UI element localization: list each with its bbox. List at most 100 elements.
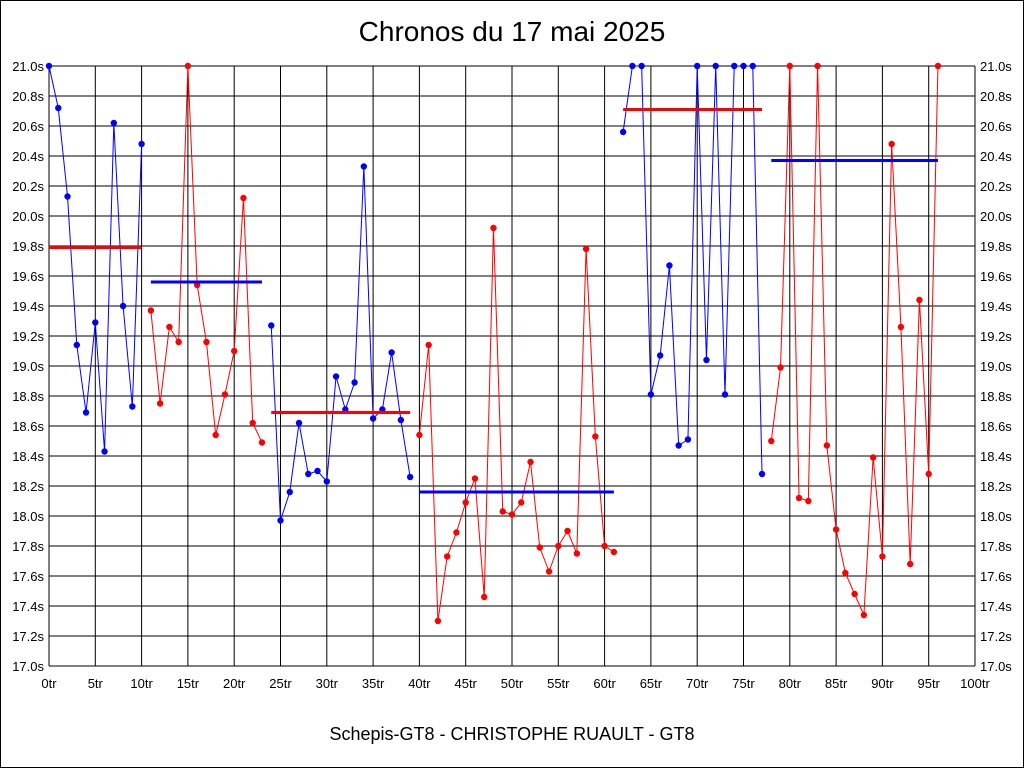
lap-point xyxy=(518,499,525,506)
y-tick-label-right: 18.0s xyxy=(980,509,1012,524)
y-tick-label-right: 17.0s xyxy=(980,659,1012,674)
lap-point xyxy=(684,436,692,443)
lap-point xyxy=(527,458,534,466)
lap-point xyxy=(675,442,682,449)
lap-point xyxy=(582,245,590,253)
lap-series-3 xyxy=(268,163,414,524)
x-tick-label: 60tr xyxy=(593,676,616,691)
lap-point xyxy=(629,62,636,70)
lap-point xyxy=(758,470,766,478)
lap-point xyxy=(619,128,627,136)
y-tick-label-left: 20.0s xyxy=(12,209,44,224)
lap-point xyxy=(184,62,192,70)
lap-point xyxy=(897,323,905,331)
lap-point xyxy=(138,140,145,148)
x-tick-label: 30tr xyxy=(316,676,339,691)
x-axis-tick-labels: 0tr 5tr 10tr 15tr 20tr 25tr 30tr 35tr 40tr 45tr 50… xyxy=(41,676,990,691)
lap-point xyxy=(129,403,136,410)
lap-point xyxy=(712,62,719,70)
lap-point xyxy=(823,442,831,449)
x-tick-label: 70tr xyxy=(686,676,709,691)
lap-point xyxy=(499,508,506,515)
y-tick-label-right: 20.8s xyxy=(980,89,1012,104)
lap-series-5 xyxy=(619,62,766,478)
lap-point xyxy=(73,341,80,349)
y-tick-label-left: 17.8s xyxy=(12,539,44,554)
lap-point xyxy=(490,224,497,232)
x-tick-label: 85tr xyxy=(825,676,848,691)
lap-point xyxy=(231,347,238,355)
series-line xyxy=(622,65,763,475)
y-tick-label-left: 19.4s xyxy=(12,299,44,314)
lap-point xyxy=(406,473,414,481)
lap-point xyxy=(110,119,118,127)
y-tick-label-right: 18.2s xyxy=(980,479,1012,494)
x-tick-label: 0tr xyxy=(41,676,57,691)
lap-point xyxy=(842,569,849,577)
lap-point xyxy=(166,323,173,331)
lap-point xyxy=(397,416,405,424)
lap-point xyxy=(703,356,710,364)
lap-point xyxy=(64,193,71,200)
y-tick-label-left: 18.2s xyxy=(12,479,44,494)
y-tick-label-right: 20.6s xyxy=(980,119,1012,134)
lap-point xyxy=(92,319,99,326)
lap-point xyxy=(934,62,942,70)
y-tick-label-right: 20.4s xyxy=(980,149,1012,164)
y-tick-label-left: 18.4s xyxy=(12,449,44,464)
x-tick-label: 50tr xyxy=(501,676,524,691)
x-tick-label: 25tr xyxy=(269,676,292,691)
lap-point xyxy=(647,391,655,398)
y-tick-label-left: 18.8s xyxy=(12,389,44,404)
lap-point xyxy=(656,352,664,359)
lap-point xyxy=(332,373,340,380)
y-tick-label-left: 21.0s xyxy=(12,59,44,74)
lap-point xyxy=(101,448,108,455)
lap-point xyxy=(119,302,127,310)
lap-point xyxy=(156,400,164,407)
y-axis-left-tick-labels: 17.0s 17.2s 17.4s 17.6s 17.8s 18.0s 18.2s 18.4s… xyxy=(12,59,44,674)
y-tick-label-left: 17.0s xyxy=(12,659,44,674)
x-tick-label: 100tr xyxy=(960,676,990,691)
lap-point xyxy=(740,62,747,70)
lap-point xyxy=(814,62,821,70)
y-tick-label-left: 17.4s xyxy=(12,599,44,614)
lap-point xyxy=(851,590,858,598)
lap-point xyxy=(147,307,155,314)
lap-point xyxy=(601,542,608,550)
y-tick-label-right: 18.8s xyxy=(980,389,1012,404)
lap-point xyxy=(879,553,886,560)
y-tick-label-left: 18.0s xyxy=(12,509,44,524)
x-tick-label: 65tr xyxy=(640,676,663,691)
lap-point xyxy=(573,550,581,557)
lap-point xyxy=(45,62,53,70)
lap-point xyxy=(277,517,284,524)
lap-series-6 xyxy=(768,62,942,619)
lap-series-1 xyxy=(45,62,145,455)
x-tick-label: 45tr xyxy=(454,676,477,691)
lap-point xyxy=(369,415,377,422)
lap-point xyxy=(314,467,321,475)
lap-point xyxy=(462,499,469,506)
lap-point xyxy=(212,431,219,439)
lap-point xyxy=(786,62,793,70)
y-tick-label-right: 19.8s xyxy=(980,239,1012,254)
chart-footer: Schepis-GT8 - CHRISTOPHE RUAULT - GT8 xyxy=(329,724,695,744)
lap-point xyxy=(82,409,90,416)
y-tick-label-left: 20.2s xyxy=(12,179,44,194)
lap-point xyxy=(795,494,803,502)
lap-point xyxy=(610,548,618,556)
y-tick-label-left: 17.6s xyxy=(12,569,44,584)
lap-point xyxy=(258,439,266,446)
lap-point xyxy=(508,511,516,518)
x-tick-label: 5tr xyxy=(88,676,104,691)
lap-point xyxy=(906,560,914,568)
lap-point xyxy=(555,542,562,550)
chart-title: Chronos du 17 mai 2025 xyxy=(358,16,666,47)
lap-point xyxy=(768,437,775,445)
y-tick-label-left: 19.0s xyxy=(12,359,44,374)
x-tick-label: 15tr xyxy=(177,676,200,691)
lap-point xyxy=(481,593,488,601)
lap-point xyxy=(286,488,293,496)
